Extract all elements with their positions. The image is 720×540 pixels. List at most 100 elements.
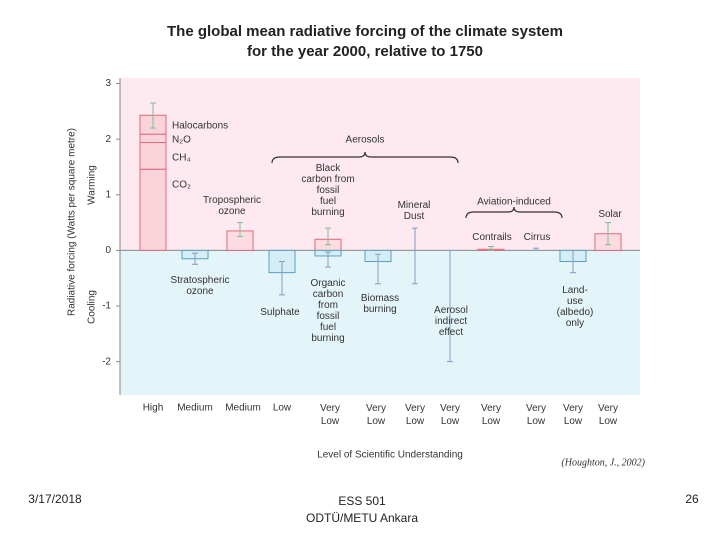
segment-label: CH₄ (172, 153, 191, 164)
losu-word: Low (564, 416, 583, 427)
bar-label-line: Cirrus (524, 232, 551, 243)
bar-label-line: Land- (562, 285, 588, 296)
bar-segment (139, 142, 167, 170)
y-tick-label: -2 (102, 356, 111, 367)
bar-label-line: ozone (186, 286, 214, 297)
bar-label-line: Aerosol (434, 305, 468, 316)
bar-label-line: Biomass (361, 293, 399, 304)
bar-label: Cirrus (524, 232, 551, 243)
bar-label: Aerosol indirect effect (434, 305, 468, 338)
losu-label: Low (273, 403, 292, 414)
bar-label: Organic carbon from fossil fuel burning (310, 278, 345, 344)
losu-label: Very Low (526, 403, 546, 427)
bar-label-line: Mineral (398, 200, 431, 211)
bar-label-line: indirect (435, 316, 467, 327)
losu-label: Very Low (598, 403, 618, 427)
bar-label-line: Tropospheric (203, 195, 261, 206)
y-tick-label: -1 (102, 301, 111, 312)
cooling-label: Cooling (87, 290, 98, 324)
losu-word: Low (441, 416, 460, 427)
losu-word: Very (481, 403, 501, 414)
warming-label: Warming (87, 165, 98, 205)
bar-label: Mineral Dust (398, 200, 431, 222)
bar-label: Biomass burning (361, 293, 399, 315)
bar-label-line: fossil (317, 311, 340, 322)
losu-label: High (143, 403, 164, 414)
y-tick-label: 2 (105, 134, 111, 145)
losu-label: Medium (225, 403, 261, 414)
y-tick-label: 3 (105, 78, 111, 89)
losu-word: Low (367, 416, 386, 427)
bar-label: Solar (598, 209, 622, 220)
losu-label: Very Low (563, 403, 583, 427)
chart-title: The global mean radiative forcing of the… (167, 23, 563, 40)
bar-label-line: Dust (404, 211, 425, 222)
citation: (Houghton, J., 2002) (561, 457, 645, 468)
losu-word: Low (482, 416, 501, 427)
bar-label-line: carbon (313, 289, 344, 300)
bar-label-line: from (318, 300, 338, 311)
losu-word: Low (527, 416, 546, 427)
bar-label-line: Solar (598, 209, 622, 220)
group-label: Aviation-induced (477, 197, 551, 208)
y-tick-label: 1 (105, 189, 111, 200)
y-axis-label: Radiative forcing (Watts per square metr… (67, 128, 78, 316)
bar-label-line: fuel (320, 196, 336, 207)
x-axis-label: Level of Scientific Understanding (317, 450, 463, 461)
chart-title: for the year 2000, relative to 1750 (247, 43, 483, 60)
losu-word: Very (526, 403, 546, 414)
bar-label-line: Contrails (472, 232, 511, 243)
bar-label: Sulphate (260, 307, 300, 318)
footer-institution: ODTÜ/METU Ankara (306, 511, 418, 525)
losu-label: Very Low (440, 403, 460, 427)
losu-word: Low (321, 416, 340, 427)
losu-label: Very Low (481, 403, 501, 427)
footer-date: 3/17/2018 (28, 492, 82, 506)
losu-label: Very Low (366, 403, 386, 427)
segment-label: Halocarbons (172, 121, 228, 132)
bar-label-line: fossil (317, 185, 340, 196)
losu-word: Very (320, 403, 340, 414)
bar-label-line: carbon from (301, 174, 354, 185)
bar-label-line: burning (311, 207, 344, 218)
bar-label: Land-use (albedo) only (557, 285, 594, 329)
bar-label-line: (albedo) (557, 307, 594, 318)
cooling-panel (120, 250, 640, 395)
bar-label: Tropospheric ozone (203, 195, 261, 217)
losu-word: Low (599, 416, 618, 427)
bar-label-line: Stratospheric (171, 275, 230, 286)
group-brace (465, 206, 563, 219)
losu-word: Low (406, 416, 425, 427)
bar-segment (139, 133, 167, 144)
losu-label: Very Low (405, 403, 425, 427)
segment-label: N₂O (172, 135, 191, 146)
group-brace (271, 151, 459, 164)
segment-label: CO₂ (172, 180, 191, 191)
losu-label: Medium (177, 403, 213, 414)
bar-label-line: burning (311, 333, 344, 344)
bar-label-line: use (567, 296, 584, 307)
losu-word: Very (405, 403, 425, 414)
bar-label: Stratospheric ozone (171, 275, 230, 297)
bar-label-line: only (566, 318, 584, 329)
footer-page: 26 (685, 492, 699, 506)
bar-label: Black carbon from fossil fuel burning (301, 163, 354, 218)
losu-label: Very Low (320, 403, 340, 427)
losu-word: Very (366, 403, 386, 414)
y-tick-label: 0 (105, 245, 111, 256)
losu-word: Very (440, 403, 460, 414)
bar-label-line: Sulphate (260, 307, 300, 318)
bar-label-line: burning (363, 304, 396, 315)
warming-panel (120, 78, 640, 251)
bar-label-line: effect (439, 327, 463, 338)
bar-segment (139, 168, 167, 251)
group-label: Aerosols (346, 135, 385, 146)
bar-label-line: fuel (320, 322, 336, 333)
losu-word: Very (598, 403, 618, 414)
bar-label: Contrails (472, 232, 511, 243)
bar-label-line: Organic (310, 278, 345, 289)
bar-label-line: ozone (218, 206, 246, 217)
bar-label-line: Black (316, 163, 341, 174)
footer-course: ESS 501 (338, 494, 386, 508)
